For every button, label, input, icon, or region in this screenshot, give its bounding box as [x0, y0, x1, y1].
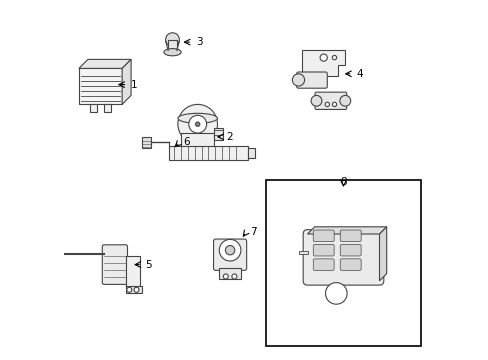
Ellipse shape	[165, 33, 179, 46]
Circle shape	[178, 104, 217, 144]
FancyBboxPatch shape	[313, 230, 333, 242]
Polygon shape	[79, 59, 131, 68]
Bar	[125, 256, 140, 288]
Text: 6: 6	[183, 137, 189, 147]
Circle shape	[231, 274, 237, 279]
Circle shape	[188, 115, 206, 133]
FancyBboxPatch shape	[219, 268, 241, 279]
Bar	[265, 180, 420, 346]
FancyBboxPatch shape	[142, 137, 151, 148]
Bar	[168, 40, 177, 50]
Polygon shape	[307, 227, 386, 234]
Circle shape	[320, 54, 326, 61]
Circle shape	[186, 147, 194, 156]
Bar	[247, 148, 255, 158]
Circle shape	[225, 246, 234, 255]
Circle shape	[223, 274, 228, 279]
FancyBboxPatch shape	[340, 259, 361, 270]
Circle shape	[339, 95, 350, 106]
Circle shape	[195, 122, 200, 126]
Ellipse shape	[178, 113, 217, 123]
Text: 5: 5	[145, 260, 152, 270]
FancyBboxPatch shape	[79, 68, 122, 104]
Polygon shape	[122, 59, 131, 104]
FancyBboxPatch shape	[47, 245, 62, 262]
Bar	[125, 286, 142, 293]
Bar	[168, 146, 247, 160]
Polygon shape	[379, 227, 386, 281]
Circle shape	[332, 55, 336, 60]
FancyBboxPatch shape	[340, 244, 361, 256]
Circle shape	[126, 287, 132, 292]
Text: 8: 8	[340, 177, 346, 187]
FancyBboxPatch shape	[314, 92, 346, 109]
Circle shape	[310, 95, 321, 106]
Polygon shape	[302, 50, 345, 76]
FancyBboxPatch shape	[303, 230, 383, 285]
Bar	[298, 251, 307, 254]
Circle shape	[325, 283, 346, 304]
Bar	[181, 133, 213, 158]
Ellipse shape	[163, 49, 181, 56]
Circle shape	[325, 102, 329, 107]
FancyBboxPatch shape	[213, 239, 246, 270]
Circle shape	[332, 102, 336, 107]
FancyBboxPatch shape	[313, 244, 333, 256]
Circle shape	[292, 74, 304, 86]
Circle shape	[219, 239, 241, 261]
Text: 2: 2	[226, 132, 233, 142]
FancyBboxPatch shape	[313, 259, 333, 270]
FancyBboxPatch shape	[102, 245, 127, 284]
FancyBboxPatch shape	[296, 72, 326, 88]
Circle shape	[134, 287, 139, 292]
Text: 7: 7	[249, 227, 256, 237]
FancyBboxPatch shape	[340, 230, 361, 242]
Bar	[104, 104, 111, 112]
Text: 1: 1	[131, 80, 138, 90]
Bar	[90, 104, 96, 112]
Text: 3: 3	[196, 37, 202, 47]
Text: 4: 4	[355, 69, 362, 79]
Bar	[213, 128, 223, 140]
